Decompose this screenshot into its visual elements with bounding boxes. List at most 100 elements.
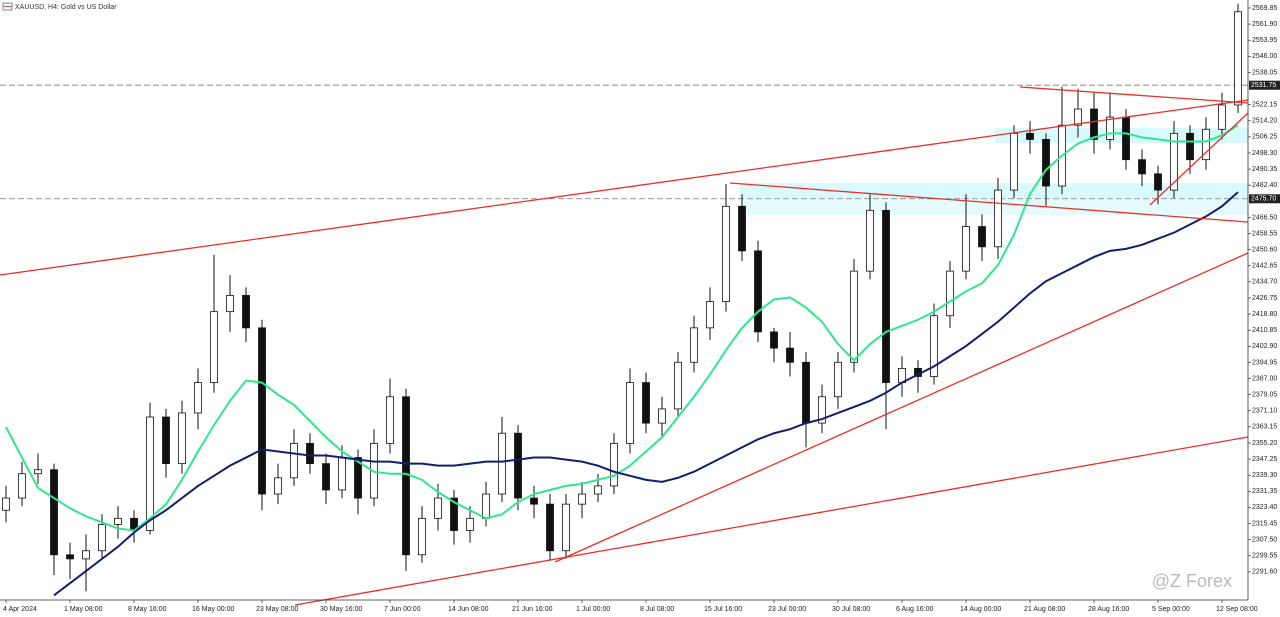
candle-body bbox=[706, 301, 714, 329]
y-tick-label: 2394.95 bbox=[1252, 359, 1277, 366]
candle-body bbox=[1042, 139, 1050, 187]
trendlines bbox=[0, 86, 1249, 606]
y-tick-label: 2323.40 bbox=[1252, 504, 1277, 511]
candle-body bbox=[146, 416, 154, 531]
moving-average bbox=[5, 124, 1239, 532]
trendline bbox=[1019, 86, 1249, 104]
candle-body bbox=[866, 209, 874, 272]
y-tick-label: 2514.20 bbox=[1252, 118, 1277, 125]
candle-body bbox=[306, 442, 314, 465]
y-tick-label: 2482.40 bbox=[1252, 182, 1277, 189]
y-tick-label: 2355.20 bbox=[1252, 440, 1277, 447]
x-tick-label: 8 May 16:00 bbox=[128, 606, 167, 613]
trendline bbox=[294, 436, 1249, 606]
candle-body bbox=[1106, 116, 1114, 140]
candle-body bbox=[978, 226, 986, 248]
candle-body bbox=[66, 554, 74, 560]
candle-body bbox=[818, 396, 826, 424]
candle-body bbox=[1090, 108, 1098, 140]
x-tick-label: 6 Aug 16:00 bbox=[896, 606, 933, 613]
candle-body bbox=[258, 327, 266, 495]
candle-body bbox=[690, 327, 698, 363]
x-tick-label: 8 Jul 08:00 bbox=[640, 606, 674, 613]
y-tick-label: 2569.85 bbox=[1252, 5, 1277, 12]
candle-body bbox=[354, 457, 362, 499]
candle-body bbox=[114, 517, 122, 525]
candle-body bbox=[546, 503, 554, 552]
x-tick-label: 15 Jul 16:00 bbox=[704, 606, 742, 613]
candle-body bbox=[18, 473, 26, 499]
candle-body bbox=[610, 442, 618, 487]
candle-body bbox=[642, 382, 650, 424]
trendline bbox=[729, 182, 1249, 223]
candle-body bbox=[626, 382, 634, 444]
x-tick-label: 21 Jun 16:00 bbox=[512, 606, 553, 613]
candle-body bbox=[850, 270, 858, 363]
y-tick-label: 2410.85 bbox=[1252, 327, 1277, 334]
x-tick-label: 4 Apr 2024 bbox=[3, 606, 37, 613]
candle-body bbox=[194, 382, 202, 414]
candle-body bbox=[1170, 132, 1178, 191]
moving-average bbox=[53, 191, 1239, 597]
y-tick-label: 2466.50 bbox=[1252, 214, 1277, 221]
candle-body bbox=[770, 331, 778, 349]
y-tick-label: 2522.15 bbox=[1252, 102, 1277, 109]
x-tick-label: 7 Jun 00:00 bbox=[384, 606, 421, 613]
candle-body bbox=[1234, 11, 1242, 106]
y-tick-label: 2339.30 bbox=[1252, 472, 1277, 479]
candle-body bbox=[386, 396, 394, 444]
price-label-box bbox=[1249, 194, 1280, 204]
x-tick-label: 14 Jun 08:00 bbox=[448, 606, 489, 613]
x-tick-label: 5 Sep 00:00 bbox=[1152, 606, 1190, 613]
candle-body bbox=[1202, 128, 1210, 161]
y-tick-label: 2553.95 bbox=[1252, 37, 1277, 44]
candle-body bbox=[594, 485, 602, 495]
candle-body bbox=[242, 295, 250, 329]
y-tick-label: 2450.60 bbox=[1252, 246, 1277, 253]
candle-body bbox=[658, 408, 666, 424]
x-tick-label: 1 Jul 00:00 bbox=[576, 606, 610, 613]
candle-body bbox=[466, 517, 474, 531]
y-tick-label: 2442.65 bbox=[1252, 263, 1277, 270]
y-tick-label: 2538.05 bbox=[1252, 69, 1277, 76]
candle-body bbox=[786, 347, 794, 363]
y-tick-label: 2418.80 bbox=[1252, 311, 1277, 318]
trendline bbox=[1149, 112, 1249, 206]
x-tick-label: 28 Aug 16:00 bbox=[1088, 606, 1129, 613]
candle-body bbox=[274, 477, 282, 495]
candle-body bbox=[402, 396, 410, 556]
x-tick-label: 16 May 00:00 bbox=[192, 606, 235, 613]
candle-body bbox=[498, 432, 506, 495]
y-tick-label: 2458.55 bbox=[1252, 230, 1277, 237]
candle-body bbox=[82, 550, 90, 560]
candle-body bbox=[578, 493, 586, 505]
candle-body bbox=[802, 361, 810, 424]
candle-body bbox=[434, 497, 442, 519]
y-tick-label: 2387.00 bbox=[1252, 375, 1277, 382]
plot-area bbox=[0, 3, 1248, 597]
y-tick-label: 2347.25 bbox=[1252, 456, 1277, 463]
x-tick-label: 23 Jul 00:00 bbox=[768, 606, 806, 613]
watermark: @Z Forex bbox=[1152, 571, 1232, 591]
zone bbox=[740, 198, 1248, 215]
candle-body bbox=[722, 205, 730, 302]
y-tick-label: 2546.00 bbox=[1252, 53, 1277, 60]
candle-body bbox=[738, 205, 746, 252]
candle-body bbox=[834, 361, 842, 398]
x-tick-label: 21 Aug 08:00 bbox=[1024, 606, 1065, 613]
candle-body bbox=[1186, 132, 1194, 161]
zone bbox=[740, 183, 1248, 198]
candle-body bbox=[1026, 132, 1034, 140]
x-tick-label: 1 May 08:00 bbox=[64, 606, 103, 613]
candle-body bbox=[674, 361, 682, 410]
y-tick-label: 2291.60 bbox=[1252, 569, 1277, 576]
price-label: 2531.75 bbox=[1251, 82, 1276, 89]
y-tick-label: 2315.45 bbox=[1252, 520, 1277, 527]
chart-title: XAUUSD, H4: Gold vs US Dollar bbox=[15, 4, 117, 11]
y-tick-label: 2506.25 bbox=[1252, 134, 1277, 141]
y-tick-label: 2331.35 bbox=[1252, 488, 1277, 495]
candle-body bbox=[226, 295, 234, 313]
y-tick-label: 2434.70 bbox=[1252, 279, 1277, 286]
candle-body bbox=[530, 497, 538, 505]
